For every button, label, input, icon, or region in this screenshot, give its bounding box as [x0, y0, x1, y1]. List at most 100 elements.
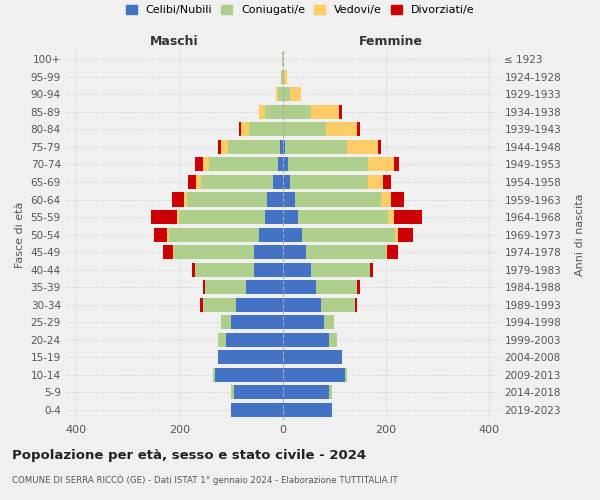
Bar: [209, 158, 278, 172]
Bar: [184, 192, 187, 206]
Bar: [298, 210, 388, 224]
Bar: [283, 262, 311, 276]
Bar: [281, 70, 283, 84]
Bar: [195, 262, 254, 276]
Bar: [203, 280, 205, 294]
Bar: [229, 140, 280, 154]
Bar: [311, 262, 370, 276]
Bar: [329, 385, 332, 399]
Bar: [179, 210, 265, 224]
Bar: [231, 402, 283, 416]
Bar: [283, 368, 344, 382]
Bar: [283, 228, 302, 241]
Bar: [302, 228, 395, 241]
Bar: [249, 122, 283, 136]
Bar: [283, 192, 295, 206]
Bar: [196, 175, 201, 189]
Bar: [295, 192, 381, 206]
Bar: [218, 350, 283, 364]
Bar: [391, 192, 404, 206]
Bar: [283, 315, 324, 329]
Text: Maschi: Maschi: [150, 35, 199, 48]
Bar: [284, 70, 287, 84]
Bar: [239, 122, 241, 136]
Bar: [311, 105, 340, 119]
Bar: [283, 385, 329, 399]
Bar: [280, 140, 283, 154]
Bar: [344, 368, 347, 382]
Bar: [276, 88, 278, 102]
Bar: [283, 175, 290, 189]
Bar: [254, 245, 283, 259]
Bar: [283, 70, 284, 84]
Bar: [355, 298, 358, 312]
Bar: [283, 350, 342, 364]
Bar: [378, 140, 381, 154]
Bar: [394, 158, 399, 172]
Bar: [388, 245, 398, 259]
Bar: [340, 105, 342, 119]
Bar: [221, 315, 231, 329]
Bar: [283, 158, 288, 172]
Bar: [394, 210, 422, 224]
Bar: [288, 158, 368, 172]
Bar: [368, 158, 394, 172]
Bar: [174, 245, 254, 259]
Bar: [154, 228, 167, 241]
Bar: [254, 262, 283, 276]
Bar: [226, 332, 283, 346]
Bar: [398, 228, 413, 241]
Bar: [213, 368, 215, 382]
Text: Popolazione per età, sesso e stato civile - 2024: Popolazione per età, sesso e stato civil…: [12, 450, 366, 462]
Bar: [283, 140, 285, 154]
Bar: [283, 402, 332, 416]
Bar: [278, 158, 283, 172]
Bar: [163, 245, 173, 259]
Bar: [215, 368, 283, 382]
Bar: [283, 245, 306, 259]
Bar: [395, 228, 398, 241]
Bar: [231, 385, 233, 399]
Bar: [236, 298, 283, 312]
Y-axis label: Fasce di età: Fasce di età: [15, 202, 25, 268]
Bar: [259, 105, 265, 119]
Bar: [267, 192, 283, 206]
Bar: [283, 280, 316, 294]
Bar: [259, 228, 283, 241]
Bar: [203, 158, 209, 172]
Bar: [324, 315, 334, 329]
Bar: [188, 175, 196, 189]
Bar: [322, 298, 355, 312]
Bar: [316, 280, 358, 294]
Bar: [233, 385, 283, 399]
Bar: [203, 298, 236, 312]
Bar: [290, 175, 368, 189]
Bar: [388, 210, 394, 224]
Bar: [386, 245, 388, 259]
Bar: [205, 280, 247, 294]
Text: COMUNE DI SERRA RICCÒ (GE) - Dati ISTAT 1° gennaio 2024 - Elaborazione TUTTITALI: COMUNE DI SERRA RICCÒ (GE) - Dati ISTAT …: [12, 474, 398, 485]
Bar: [370, 262, 373, 276]
Bar: [169, 228, 259, 241]
Bar: [358, 280, 360, 294]
Bar: [241, 122, 249, 136]
Bar: [383, 175, 391, 189]
Bar: [195, 158, 203, 172]
Bar: [231, 315, 283, 329]
Bar: [265, 210, 283, 224]
Bar: [329, 332, 337, 346]
Bar: [201, 175, 273, 189]
Bar: [200, 298, 203, 312]
Bar: [192, 262, 195, 276]
Bar: [283, 88, 290, 102]
Bar: [167, 228, 169, 241]
Bar: [368, 175, 383, 189]
Bar: [247, 280, 283, 294]
Bar: [326, 122, 358, 136]
Bar: [283, 332, 329, 346]
Bar: [218, 332, 226, 346]
Bar: [347, 140, 378, 154]
Bar: [283, 210, 298, 224]
Bar: [283, 122, 326, 136]
Bar: [358, 122, 360, 136]
